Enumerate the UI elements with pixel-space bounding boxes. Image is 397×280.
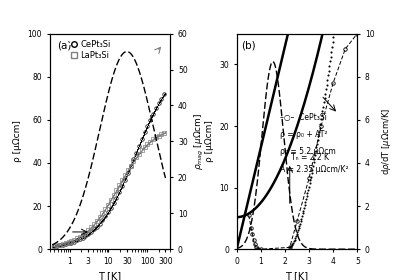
Legend: CePt₃Si, LaPt₃Si: CePt₃Si, LaPt₃Si (69, 40, 111, 60)
Text: Tₙ = 2.2 K: Tₙ = 2.2 K (291, 153, 329, 162)
X-axis label: T [K]: T [K] (98, 271, 121, 280)
Y-axis label: $\rho_{mag}$ [$\mu\Omega$cm]: $\rho_{mag}$ [$\mu\Omega$cm] (193, 113, 206, 170)
Text: –○–  CePt₃Si: –○– CePt₃Si (280, 113, 327, 122)
Text: A = 2.35 μΩcm/K²: A = 2.35 μΩcm/K² (280, 165, 349, 174)
X-axis label: T [K]: T [K] (285, 271, 308, 280)
Y-axis label: d$\rho$/dT [$\mu\Omega$cm/K]: d$\rho$/dT [$\mu\Omega$cm/K] (380, 108, 393, 175)
Y-axis label: ρ [μΩcm]: ρ [μΩcm] (205, 120, 214, 162)
Text: (a): (a) (57, 40, 71, 50)
Y-axis label: ρ [μΩcm]: ρ [μΩcm] (13, 120, 22, 162)
Text: (b): (b) (241, 40, 256, 50)
Text: ρ = ρ₀ + AT²: ρ = ρ₀ + AT² (280, 130, 328, 139)
Text: ρ₀ = 5.2 μΩcm: ρ₀ = 5.2 μΩcm (280, 147, 336, 156)
